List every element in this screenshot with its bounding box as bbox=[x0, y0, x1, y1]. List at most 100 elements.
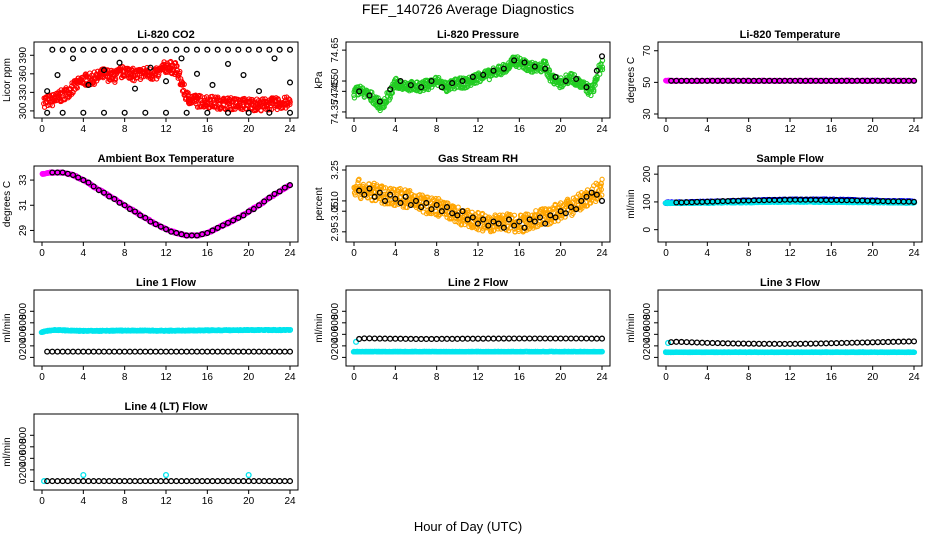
data-point bbox=[397, 199, 404, 207]
x-tick-label: 16 bbox=[514, 124, 526, 135]
y-tick-label: 330 bbox=[18, 84, 29, 101]
y-tick-label: 200 bbox=[18, 337, 29, 354]
data-point bbox=[407, 187, 413, 194]
data-point bbox=[542, 210, 549, 216]
data-point bbox=[100, 67, 108, 74]
series-1 bbox=[49, 169, 294, 239]
x-tick-label: 0 bbox=[351, 248, 357, 259]
data-point bbox=[356, 88, 363, 95]
y-tick-label: 300 bbox=[18, 102, 29, 119]
data-point bbox=[214, 46, 221, 53]
y-tick-label: 2.95 bbox=[330, 222, 341, 242]
x-tick-label: 16 bbox=[826, 124, 838, 135]
x-tick-label: 24 bbox=[284, 372, 296, 383]
data-point bbox=[387, 95, 393, 101]
panel-title: Li-820 Temperature bbox=[740, 29, 841, 41]
y-tick-label: 31 bbox=[18, 199, 29, 211]
data-point bbox=[266, 109, 273, 116]
data-point bbox=[552, 73, 559, 80]
data-point bbox=[167, 59, 173, 65]
data-point bbox=[245, 46, 252, 53]
data-point bbox=[438, 84, 445, 91]
series-3 bbox=[44, 109, 294, 116]
data-point bbox=[428, 77, 435, 85]
data-point bbox=[557, 208, 564, 215]
data-point bbox=[485, 222, 492, 229]
y-tick-label: 74.65 bbox=[330, 37, 341, 62]
data-point bbox=[598, 197, 606, 204]
data-point bbox=[407, 82, 414, 89]
data-point bbox=[548, 219, 555, 226]
data-point bbox=[365, 195, 371, 201]
series-1 bbox=[356, 185, 606, 231]
data-point bbox=[266, 46, 273, 53]
data-point bbox=[111, 46, 118, 53]
data-point bbox=[521, 59, 528, 66]
x-tick-label: 20 bbox=[243, 372, 255, 383]
data-point bbox=[495, 220, 502, 227]
data-point bbox=[910, 77, 918, 84]
x-tick-label: 0 bbox=[39, 124, 45, 135]
data-point bbox=[49, 46, 56, 53]
y-tick-label: 74.50 bbox=[330, 68, 341, 93]
data-point bbox=[162, 226, 170, 233]
data-point bbox=[152, 46, 159, 53]
x-tick-label: 20 bbox=[867, 248, 879, 259]
series-1 bbox=[49, 46, 294, 53]
data-point bbox=[240, 72, 247, 79]
data-point bbox=[240, 212, 247, 219]
data-point bbox=[387, 86, 394, 93]
data-point bbox=[382, 185, 389, 191]
data-point bbox=[85, 179, 92, 186]
data-point bbox=[204, 229, 211, 237]
data-point bbox=[387, 191, 394, 198]
data-point bbox=[112, 79, 118, 85]
data-point bbox=[500, 65, 507, 72]
x-tick-label: 0 bbox=[663, 248, 669, 259]
data-point bbox=[599, 64, 606, 70]
data-point bbox=[44, 109, 51, 116]
data-point bbox=[209, 81, 216, 88]
data-point bbox=[490, 67, 497, 74]
data-point bbox=[412, 197, 420, 204]
data-point bbox=[69, 171, 77, 179]
data-point bbox=[505, 216, 513, 223]
data-point bbox=[80, 46, 87, 53]
data-point bbox=[162, 46, 170, 53]
plot-area bbox=[41, 46, 294, 116]
y-tick-label: 70 bbox=[642, 45, 653, 57]
y-tick-label: 3.05 bbox=[330, 201, 341, 221]
x-tick-label: 4 bbox=[81, 372, 87, 383]
y-tick-label: 30 bbox=[642, 108, 653, 120]
data-point bbox=[219, 222, 226, 229]
data-point bbox=[459, 208, 466, 215]
x-tick-label: 8 bbox=[434, 124, 440, 135]
data-point bbox=[147, 64, 154, 71]
data-point bbox=[54, 72, 61, 79]
data-point bbox=[142, 109, 149, 116]
y-axis-label: degrees C bbox=[2, 181, 13, 227]
data-point bbox=[542, 220, 549, 227]
data-point bbox=[361, 191, 368, 198]
data-point bbox=[492, 67, 498, 73]
data-point bbox=[366, 92, 373, 99]
y-axis-label: Licor ppm bbox=[2, 58, 13, 102]
data-point bbox=[570, 210, 576, 217]
data-point bbox=[230, 217, 237, 224]
data-point bbox=[376, 98, 383, 105]
data-point bbox=[465, 83, 471, 89]
data-point bbox=[380, 104, 387, 111]
data-point bbox=[193, 46, 201, 53]
data-point bbox=[381, 197, 389, 204]
data-point bbox=[97, 74, 104, 80]
data-point bbox=[173, 46, 180, 53]
data-point bbox=[548, 209, 554, 216]
y-tick-label: 400 bbox=[18, 326, 29, 343]
y-tick-label: 33 bbox=[18, 174, 29, 186]
data-point bbox=[175, 75, 181, 81]
x-tick-label: 4 bbox=[705, 248, 711, 259]
y-tick-label: 800 bbox=[18, 303, 29, 320]
data-point bbox=[85, 81, 92, 88]
data-point bbox=[383, 100, 389, 106]
